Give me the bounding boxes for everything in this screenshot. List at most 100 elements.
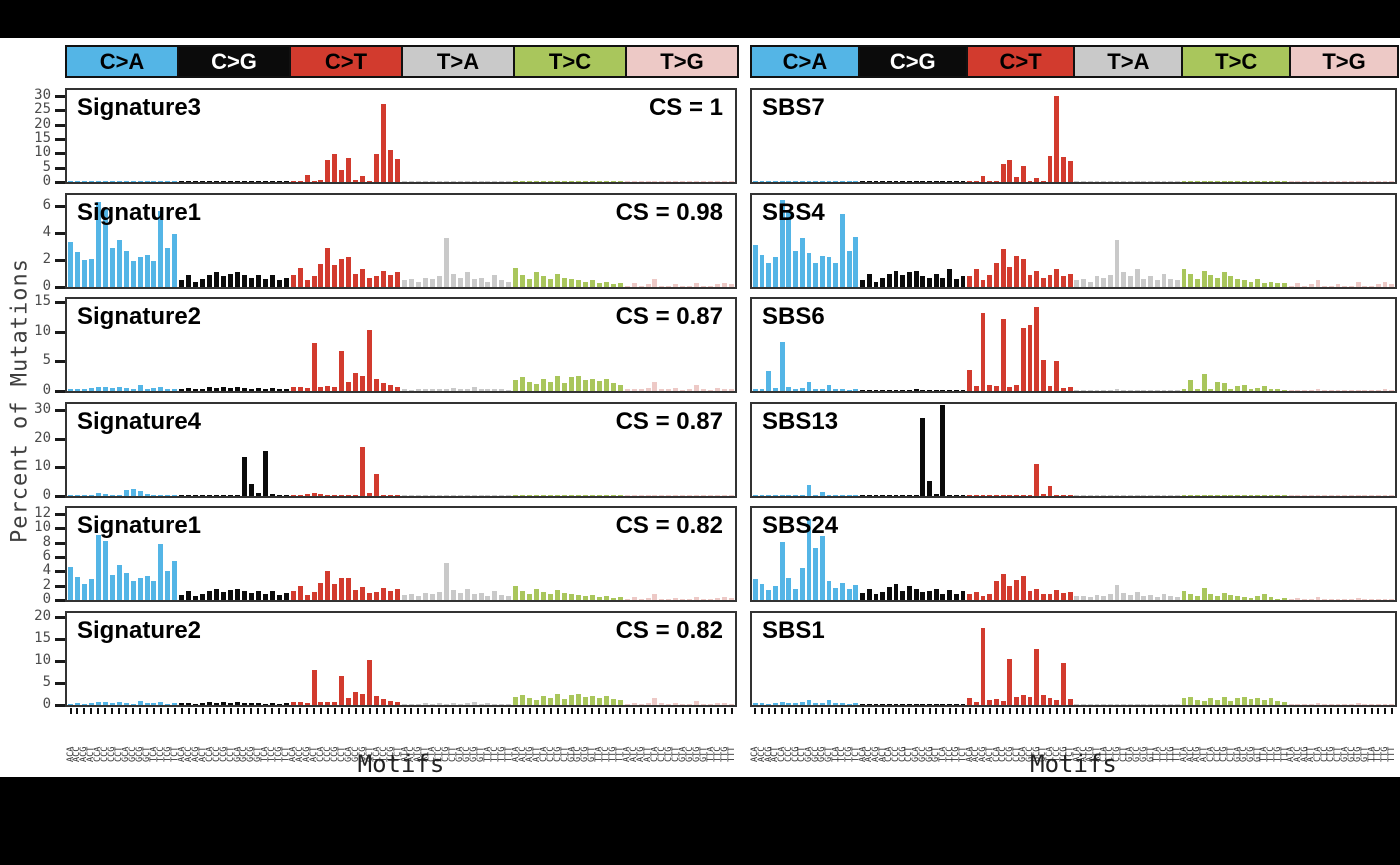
motif-bar [1128, 181, 1133, 182]
motif-bar [367, 277, 373, 287]
x-tick-mark [250, 708, 253, 714]
motif-bar [826, 494, 832, 496]
motif-bar [1208, 594, 1214, 600]
motif-bar [1074, 703, 1080, 705]
motif-bar [1087, 389, 1093, 391]
motif-bar [527, 594, 533, 600]
x-tick-mark [208, 708, 211, 714]
motif-bar [1195, 495, 1200, 496]
motif-bar [381, 104, 387, 182]
motif-bar [1047, 385, 1053, 391]
motif-bar [638, 495, 644, 496]
motif-bar [687, 703, 693, 705]
x-tick-mark [660, 708, 663, 714]
motif-bar [940, 389, 946, 391]
motif-bar [381, 698, 387, 705]
motif-bar [395, 589, 401, 600]
x-tick-mark [1183, 708, 1185, 714]
motif-bar [1034, 270, 1040, 287]
motif-bar [752, 495, 758, 496]
signature-panel-sbs24-1: SBS24 [750, 506, 1397, 602]
motif-bar [610, 495, 616, 496]
motif-bar [994, 262, 999, 287]
motif-bar [422, 592, 428, 600]
motif-bar [165, 570, 171, 600]
x-tick-mark [90, 708, 93, 714]
motif-bar [722, 703, 728, 705]
motif-bar [1195, 596, 1200, 600]
motif-bar [568, 495, 574, 496]
y-tick-label: 10 [34, 322, 51, 339]
motif-bar [826, 699, 832, 705]
motif-bar [443, 703, 449, 705]
motif-bar [752, 181, 758, 182]
motif-bar [1034, 649, 1040, 705]
motif-bar [880, 704, 885, 705]
x-tick-mark [1276, 708, 1279, 714]
x-tick-mark [921, 708, 924, 714]
motif-bar [1141, 181, 1147, 182]
motif-bar [450, 702, 456, 705]
motif-bar [1315, 181, 1321, 182]
motif-bar [960, 276, 966, 287]
y-tick-label: 25 [34, 101, 51, 118]
motif-bar [541, 181, 547, 182]
motif-bar [624, 285, 630, 287]
motif-bar [1128, 495, 1133, 496]
motif-bar [1282, 389, 1287, 391]
motif-bar [1047, 485, 1053, 496]
x-tick-mark [848, 708, 851, 714]
motif-bar [88, 702, 94, 705]
motif-bar [269, 702, 275, 705]
motif-bar [617, 181, 623, 182]
motif-bar [880, 181, 885, 182]
motif-bar [130, 389, 136, 391]
motif-bar [687, 285, 693, 287]
motif-bar [1061, 156, 1066, 182]
motif-bar [708, 285, 714, 287]
motif-bar [960, 703, 966, 705]
motif-bar [360, 587, 366, 600]
motif-bar [766, 703, 772, 705]
motif-bar [947, 269, 952, 287]
motif-bar [290, 495, 296, 496]
motif-bar [534, 495, 540, 496]
x-tick-mark [1296, 708, 1299, 714]
motif-bar [1215, 699, 1220, 705]
motif-bar [1107, 181, 1113, 182]
header-t-to-a: T>A [1073, 45, 1184, 78]
motif-bar [715, 702, 721, 705]
motif-bar [290, 387, 296, 391]
motif-bar [318, 702, 324, 705]
motif-bar [722, 181, 728, 182]
y-tick-label: 10 [34, 458, 51, 475]
x-tick-mark [1323, 708, 1326, 714]
motif-bar [1349, 389, 1354, 391]
motif-bar [527, 181, 533, 182]
motif-bar [645, 702, 651, 705]
motif-bar [214, 588, 220, 600]
motif-bar [374, 474, 380, 496]
motif-bar [374, 592, 380, 600]
motif-bar [1335, 284, 1341, 287]
motif-bar [752, 245, 758, 287]
motif-bar [506, 181, 512, 182]
header-t-to-c: T>C [1181, 45, 1292, 78]
motif-bar [1355, 390, 1361, 391]
motif-bar [1067, 495, 1073, 496]
motif-bar [311, 493, 317, 496]
motif-bar [1188, 697, 1194, 705]
x-tick-mark [928, 708, 931, 714]
motif-bar [1228, 700, 1234, 705]
motif-bar [527, 698, 533, 705]
motif-bar [1282, 597, 1287, 600]
x-tick-mark [781, 708, 784, 714]
motif-bar [165, 703, 171, 705]
motif-bar [471, 594, 477, 600]
motif-bar [318, 180, 324, 182]
motif-bar [886, 181, 892, 182]
y-tick-mark [55, 599, 65, 602]
motif-bar [241, 591, 247, 600]
motif-bar [568, 694, 574, 705]
y-tick-mark [55, 181, 65, 184]
